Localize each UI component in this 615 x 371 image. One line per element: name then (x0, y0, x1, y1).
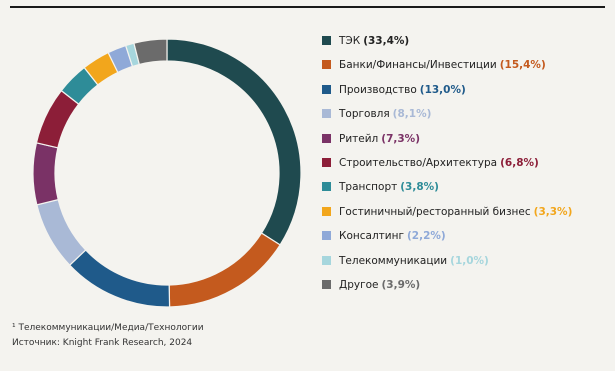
legend-swatch (322, 109, 331, 119)
legend-swatch (322, 84, 331, 94)
legend-swatch (322, 60, 331, 70)
legend-value: (15,4%) (499, 59, 546, 72)
legend-item-6: Строительство/Архитектура (6,8%) (322, 156, 612, 180)
legend-item-2: Банки/Финансы/Инвестиции (15,4%) (322, 58, 612, 82)
legend-label: Гостиничный/ресторанный бизнес (339, 205, 531, 218)
legend-swatch (322, 36, 331, 45)
legend-value: (3,9%) (381, 278, 421, 291)
legend-item-11: Другое (3,9%) (322, 278, 612, 302)
donut-slice-4 (36, 198, 87, 266)
legend-label: Торговля (339, 108, 390, 121)
legend-swatch (322, 157, 331, 167)
donut-slice-11 (133, 38, 168, 66)
donut-chart (32, 38, 302, 308)
legend-swatch (322, 133, 331, 143)
legend-swatch (322, 255, 331, 265)
legend-label: Банки/Финансы/Инвестиции (339, 59, 497, 72)
legend-value: (33,4%) (363, 35, 410, 47)
donut-slice-2 (168, 232, 281, 308)
legend-item-3: Производство (13,0%) (322, 83, 612, 107)
footnote-line-2: Источник: Knight Frank Research, 2024 (12, 338, 193, 348)
legend-label: Телекоммуникации (339, 254, 448, 267)
legend-value: (1,0%) (450, 254, 489, 267)
legend-item-4: Торговля (8,1%) (322, 107, 612, 131)
legend-label: Транспорт (339, 181, 398, 194)
legend-value: (7,3%) (381, 132, 420, 145)
legend-label: Другое (339, 278, 379, 291)
legend-value: (8,1%) (392, 108, 432, 121)
footnote: ¹ Телекоммуникации/Медиа/Технологии Исто… (12, 321, 312, 351)
legend-swatch (322, 182, 331, 192)
legend-item-1: ТЭК (33,4%) (322, 34, 612, 58)
donut-slice-5 (32, 142, 59, 206)
legend-label: Строительство/Архитектура (339, 156, 498, 169)
legend-item-8: Гостиничный/ресторанный бизнес (3,3%) (322, 205, 612, 229)
legend-value: (13,0%) (419, 83, 466, 96)
donut-slice-1 (166, 38, 302, 246)
legend-value: (3,8%) (400, 181, 439, 194)
footnote-line-1: ¹ Телекоммуникации/Медиа/Технологии (12, 323, 204, 333)
donut-slice-3 (68, 249, 171, 308)
legend-swatch (322, 231, 331, 241)
legend-label: Производство (339, 83, 417, 96)
legend-value: (3,3%) (533, 205, 573, 218)
legend-item-9: Консалтинг (2,2%) (322, 229, 612, 253)
legend-label: Ритейл (339, 132, 379, 145)
legend-swatch (322, 279, 331, 289)
legend-item-10: Телекоммуникации (1,0%) (322, 254, 612, 278)
legend-item-5: Ритейл (7,3%) (322, 132, 612, 156)
legend-label: ТЭК (339, 35, 361, 47)
legend-swatch (322, 206, 331, 216)
legend-value: (2,2%) (406, 230, 446, 243)
chart-legend: ТЭК (33,4%) Банки/Финансы/Инвестиции (15,4%… (322, 34, 612, 302)
legend-value: (6,8%) (500, 156, 539, 169)
legend-item-7: Транспорт (3,8%) (322, 180, 612, 204)
legend-label: Консалтинг (339, 230, 404, 243)
top-rule (10, 6, 605, 8)
